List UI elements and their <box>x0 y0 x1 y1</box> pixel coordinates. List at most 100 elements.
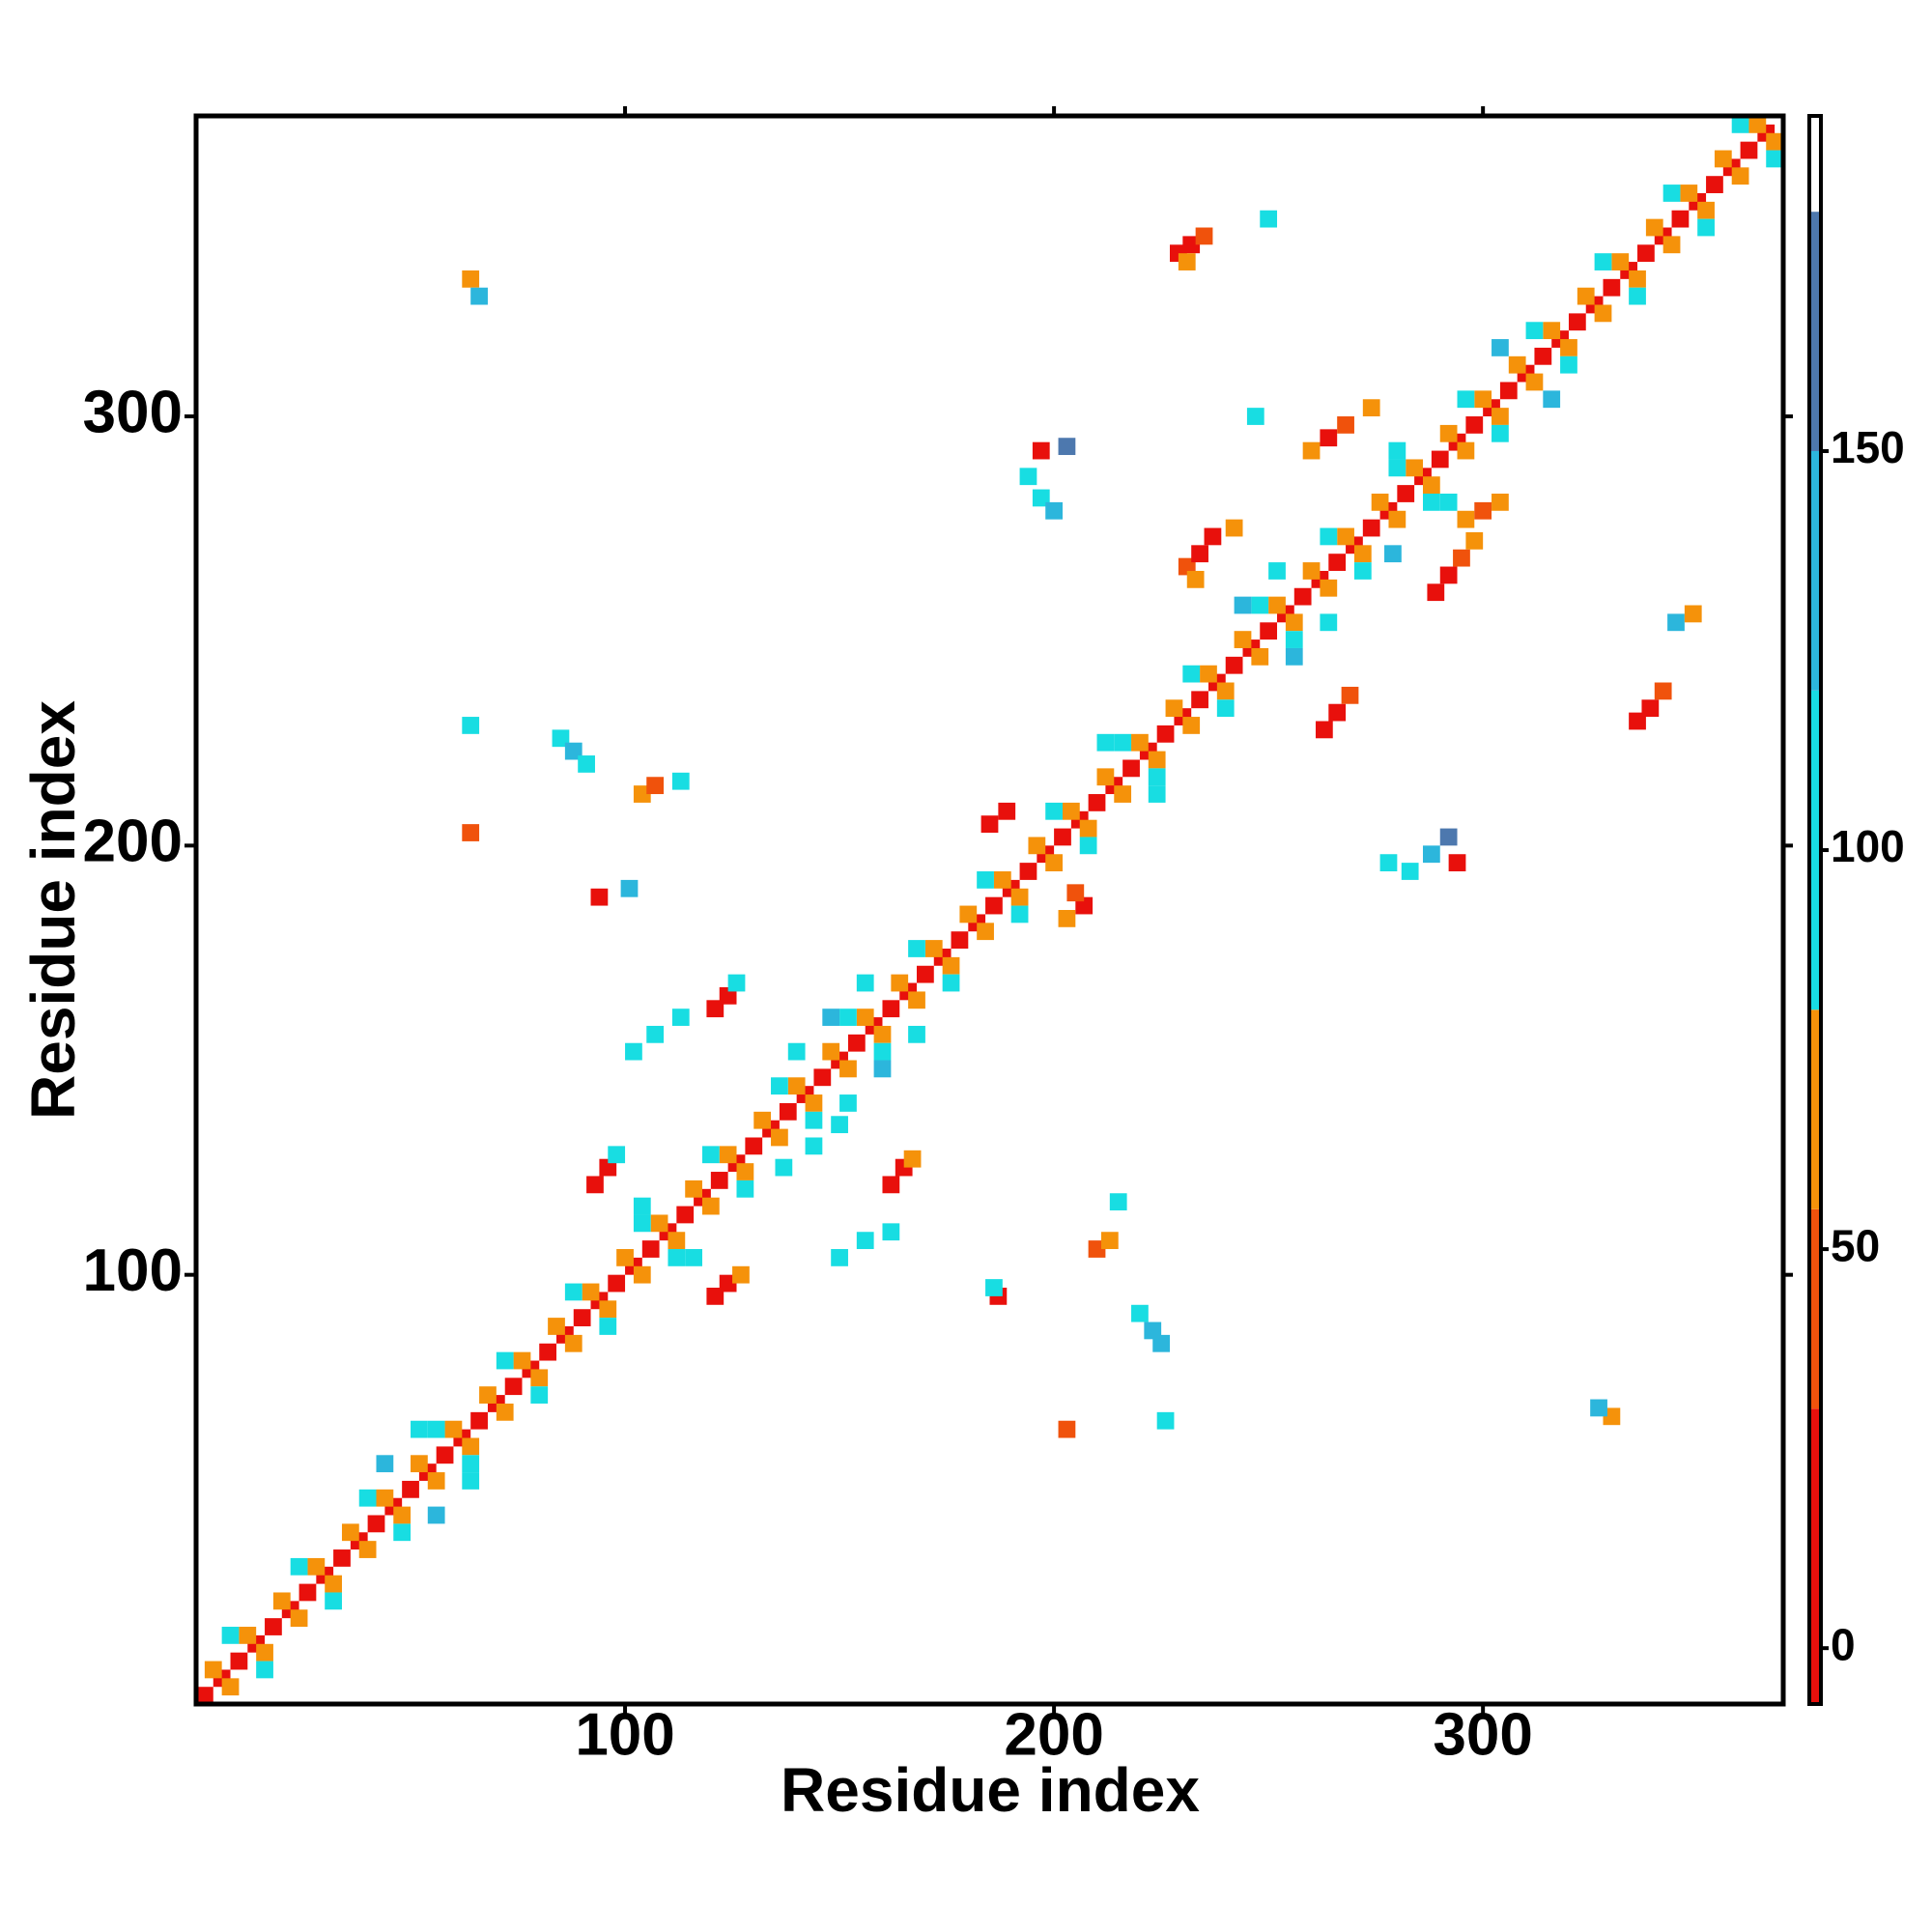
heatmap-cell <box>917 965 934 983</box>
heatmap-cell <box>1028 837 1046 855</box>
heatmap-cell <box>1748 116 1767 133</box>
heatmap-cell <box>1427 583 1445 602</box>
heatmap-cell <box>221 1627 240 1644</box>
heatmap-cell <box>1453 549 1470 567</box>
heatmap-cell <box>1302 441 1321 460</box>
heatmap-cell <box>1032 441 1050 460</box>
heatmap-cell <box>685 1249 702 1266</box>
heatmap-cell <box>775 1158 793 1177</box>
heatmap-cell <box>1422 845 1440 864</box>
heatmap-cell <box>1131 733 1149 752</box>
heatmap-cell <box>646 777 665 795</box>
heatmap-cell <box>1637 244 1655 263</box>
heatmap-cell <box>1388 459 1406 477</box>
heatmap-cell <box>1251 647 1269 666</box>
heatmap-cell <box>822 1009 840 1026</box>
heatmap-cell <box>668 1232 686 1250</box>
heatmap-cell <box>1045 802 1063 820</box>
heatmap-cell <box>1293 587 1312 606</box>
heatmap-cell <box>221 1678 240 1696</box>
heatmap-cell <box>839 1009 857 1026</box>
colorbar-segment <box>1809 450 1821 691</box>
heatmap-cell <box>641 1240 660 1258</box>
heatmap-cell <box>1156 1411 1175 1430</box>
heatmap-cell <box>1543 390 1561 409</box>
heatmap-cell <box>1465 531 1484 550</box>
colorbar-segment <box>1809 1408 1821 1704</box>
heatmap-cell <box>427 1506 445 1524</box>
heatmap-cell <box>701 1146 720 1164</box>
heatmap-cell <box>1362 519 1380 537</box>
heatmap-cell <box>462 270 480 288</box>
heatmap-cell <box>1058 438 1076 456</box>
heatmap-cell <box>367 1515 385 1533</box>
heatmap-cell <box>608 1274 626 1293</box>
heatmap-cell <box>1499 382 1518 400</box>
heatmap-cell <box>1165 699 1183 718</box>
heatmap-cell <box>272 1592 291 1610</box>
heatmap-cell <box>1148 751 1166 769</box>
heatmap-cell <box>427 1472 445 1490</box>
heatmap-cell <box>1525 373 1544 391</box>
heatmap-cell <box>1543 322 1561 340</box>
heatmap-cell <box>831 1249 848 1266</box>
heatmap-cell <box>1560 339 1577 356</box>
heatmap-cell <box>1457 441 1475 460</box>
heatmap-cell <box>462 824 480 841</box>
heatmap-cell <box>462 717 480 734</box>
heatmap-cell <box>1251 596 1269 614</box>
y-tick-label: 200 <box>83 809 183 875</box>
heatmap-cell <box>325 1592 342 1610</box>
heatmap-cell <box>256 1643 273 1662</box>
heatmap-cell <box>599 1318 617 1335</box>
heatmap-cell <box>822 1042 840 1061</box>
heatmap-cell <box>564 742 582 760</box>
heatmap-cell <box>1182 665 1201 683</box>
heatmap-cell <box>1122 759 1140 778</box>
heatmap-cell <box>1341 686 1359 704</box>
heatmap-cells <box>196 116 1783 1704</box>
heatmap-cell <box>1671 210 1690 228</box>
heatmap-cell <box>341 1523 359 1542</box>
heatmap-cell <box>393 1506 412 1524</box>
heatmap-cell <box>1320 613 1338 632</box>
heatmap-cell <box>1058 1420 1076 1438</box>
heatmap-cell <box>1131 1304 1149 1322</box>
heatmap-cell <box>616 1249 634 1266</box>
heatmap-cell <box>470 287 488 305</box>
heatmap-cell <box>1492 408 1509 425</box>
heatmap-cell <box>298 1583 317 1602</box>
heatmap-cell <box>706 1000 724 1018</box>
heatmap-cell <box>1534 347 1552 365</box>
heatmap-cell <box>325 1575 342 1593</box>
heatmap-cell <box>993 871 1011 889</box>
heatmap-cell <box>1706 176 1723 193</box>
heatmap-cell <box>1010 905 1029 923</box>
heatmap-cell <box>1397 485 1415 502</box>
heatmap-cell <box>908 940 925 957</box>
heatmap-cell <box>1492 339 1509 356</box>
heatmap-cell <box>1611 253 1630 270</box>
heatmap-cell <box>1156 724 1175 743</box>
heatmap-cell <box>719 1146 737 1164</box>
heatmap-cell <box>1422 494 1440 511</box>
heatmap-cell <box>1731 116 1749 133</box>
heatmap-cell <box>959 905 978 923</box>
heatmap-cell <box>685 1179 702 1198</box>
heatmap-cell <box>676 1206 695 1224</box>
heatmap-cell <box>1062 802 1080 820</box>
heatmap-cell <box>1662 236 1681 254</box>
heatmap-cell <box>411 1420 428 1438</box>
heatmap-cell <box>1492 494 1509 511</box>
colorbar-tick-label: 50 <box>1831 1220 1880 1270</box>
heatmap-cell <box>1388 441 1406 460</box>
heatmap-cell <box>1406 459 1423 477</box>
heatmap-cell <box>1019 468 1037 486</box>
heatmap-cell <box>732 1265 750 1284</box>
heatmap-cell <box>290 1557 308 1576</box>
heatmap-cell <box>239 1627 257 1644</box>
heatmap-cell <box>1508 355 1526 374</box>
heatmap-cell <box>650 1214 668 1233</box>
heatmap-cell <box>1422 476 1440 495</box>
heatmap-cell <box>671 1009 690 1026</box>
